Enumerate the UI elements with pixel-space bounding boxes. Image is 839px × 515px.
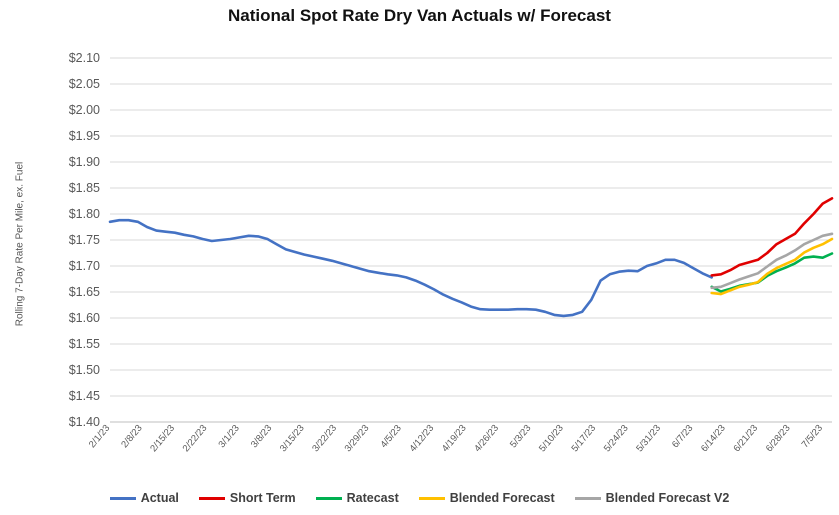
y-tick-labels: $1.40 $1.45 $1.50 $1.55 $1.60 $1.65 $1.70 $1.75…	[69, 51, 100, 429]
y-tick-label: $2.10	[69, 51, 100, 65]
x-tick-label: 4/5/23	[378, 423, 403, 450]
x-tick-label: 7/5/23	[800, 423, 825, 450]
series-lines	[108, 197, 834, 318]
series-line-ratecast	[710, 252, 834, 293]
y-tick-label: $1.55	[69, 337, 100, 351]
y-tick-label: $1.90	[69, 155, 100, 169]
series-line-blended-forecast	[710, 237, 834, 296]
legend-item: Short Term	[198, 491, 296, 505]
y-tick-label: $1.60	[69, 311, 100, 325]
y-tick-label: $1.95	[69, 129, 100, 143]
y-tick-label: $2.00	[69, 103, 100, 117]
series-line-short-term	[710, 197, 834, 277]
x-tick-label: 3/1/23	[216, 423, 241, 450]
x-tick-label: 3/8/23	[249, 423, 274, 450]
x-tick-label: 5/31/23	[634, 423, 663, 454]
y-tick-label: $1.85	[69, 181, 100, 195]
legend-label: Ratecast	[346, 491, 399, 505]
gridlines	[110, 57, 832, 397]
y-tick-label: $1.40	[69, 415, 100, 429]
x-tick-label: 5/17/23	[569, 423, 598, 454]
y-tick-label: $1.50	[69, 363, 100, 377]
x-tick-label: 4/12/23	[407, 423, 436, 454]
legend-swatch	[574, 496, 601, 500]
legend-swatch	[418, 496, 445, 500]
x-tick-label: 2/8/23	[119, 423, 144, 450]
legend-label: Blended Forecast	[449, 491, 555, 505]
legend-item: Blended Forecast	[418, 491, 555, 505]
x-tick-label: 4/19/23	[440, 423, 469, 454]
series-line-blended-forecast-v2	[710, 232, 834, 290]
x-tick-label: 6/14/23	[699, 423, 728, 454]
x-tick-labels: 2/1/23 2/8/23 2/15/23 2/22/23 3/1/23 3/8/23 3/…	[87, 423, 825, 454]
y-tick-label: $1.65	[69, 285, 100, 299]
y-tick-label: $1.45	[69, 389, 100, 403]
y-tick-label: $2.05	[69, 77, 100, 91]
series-line-actual	[108, 218, 714, 318]
x-tick-label: 3/15/23	[278, 423, 307, 454]
x-tick-label: 5/3/23	[508, 423, 533, 450]
chart-title: National Spot Rate Dry Van Actuals w/ Fo…	[228, 6, 611, 25]
legend-swatch	[198, 496, 225, 500]
legend-item: Actual	[109, 491, 179, 505]
x-tick-label: 6/7/23	[670, 423, 695, 450]
x-tick-label: 2/15/23	[148, 423, 177, 454]
x-tick-label: 6/21/23	[731, 423, 760, 454]
x-tick-label: 2/22/23	[181, 423, 210, 454]
legend-swatch	[315, 496, 342, 500]
legend-label: Blended Forecast V2	[605, 491, 730, 505]
legend-label: Short Term	[229, 491, 296, 505]
y-tick-label: $1.80	[69, 207, 100, 221]
y-tick-label: $1.75	[69, 233, 100, 247]
legend-item: Ratecast	[315, 491, 399, 505]
legend: Actual Short Term Ratecast Blended Forecast…	[0, 491, 839, 505]
x-tick-label: 3/22/23	[310, 423, 339, 454]
legend-swatch	[109, 496, 136, 500]
y-tick-label: $1.70	[69, 259, 100, 273]
legend-label: Actual	[140, 491, 179, 505]
x-tick-label: 3/29/23	[343, 423, 372, 454]
x-tick-label: 4/26/23	[472, 423, 501, 454]
x-tick-label: 5/24/23	[602, 423, 631, 454]
x-tick-label: 5/10/23	[537, 423, 566, 454]
legend-item: Blended Forecast V2	[574, 491, 730, 505]
x-tick-label: 6/28/23	[764, 423, 793, 454]
